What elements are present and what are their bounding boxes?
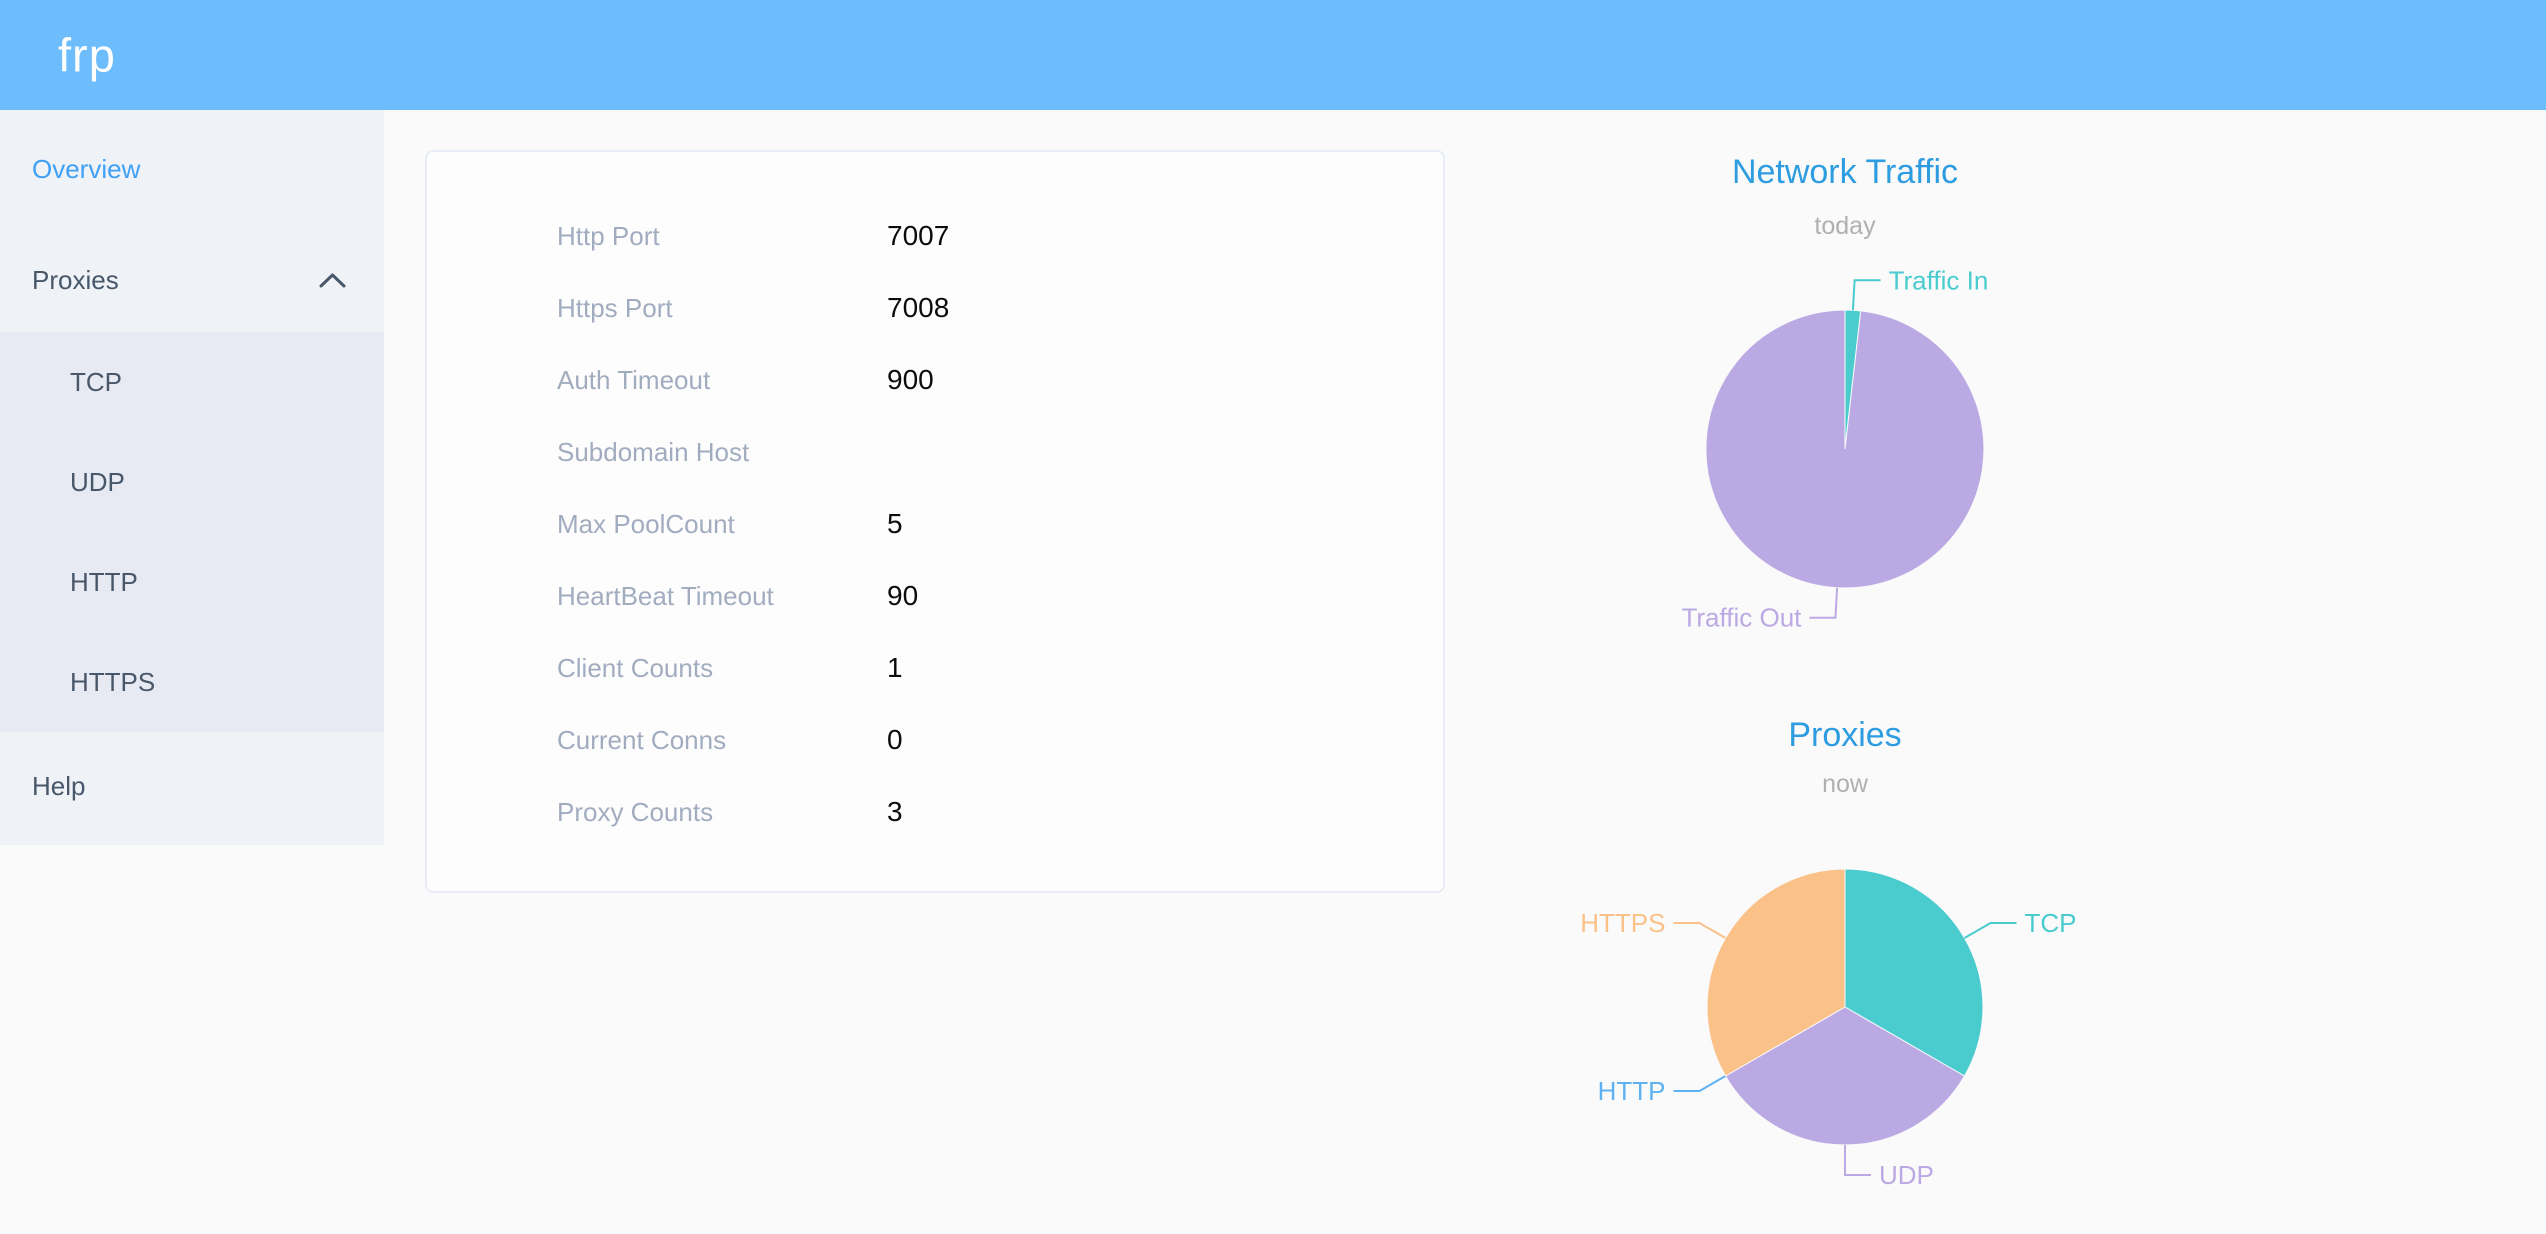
sidebar-item-https[interactable]: HTTPS	[0, 632, 384, 732]
info-row: Http Port 7007	[427, 200, 1443, 272]
chart-subtitle-today: today	[1814, 212, 1876, 240]
sidebar-item-label: HTTPS	[70, 666, 156, 697]
info-row-label: Current Conns	[557, 724, 727, 755]
pie-label-traffic-out: Traffic Out	[1681, 603, 1802, 633]
chart-title-proxies: Proxies	[1788, 716, 1902, 754]
pie-label-line-http	[1673, 1075, 1726, 1092]
sidebar: Overview Proxies TCP UDP HTTP HTTPS Help	[0, 110, 384, 845]
pie-slice-tcp	[1844, 868, 1984, 1077]
sidebar-item-label: UDP	[70, 466, 125, 497]
info-row-value: 0	[887, 724, 903, 755]
chart-title-network-traffic: Network Traffic	[1731, 153, 1959, 191]
frp-logo: frp	[58, 28, 116, 82]
info-row-value: 900	[887, 364, 934, 395]
sidebar-item-overview[interactable]: Overview	[0, 110, 384, 228]
sidebar-item-label: Help	[32, 771, 86, 801]
server-info-panel: Http Port 7007 Https Port 7008 Auth Time…	[425, 150, 1445, 893]
sidebar-item-label: TCP	[70, 366, 122, 397]
info-row-label: Client Counts	[557, 652, 714, 683]
sidebar-item-udp[interactable]: UDP	[0, 432, 384, 532]
app-header: frp	[0, 0, 2546, 110]
chevron-up-icon	[319, 273, 346, 288]
info-row-value: 7007	[887, 220, 950, 251]
pie-slice-udp	[1724, 1006, 1966, 1146]
info-row-label: Https Port	[557, 292, 673, 323]
info-row: Max PoolCount 5	[427, 488, 1443, 560]
info-row-label: Auth Timeout	[557, 364, 711, 395]
sidebar-item-label: Overview	[32, 153, 141, 184]
pie-label-line-tcp	[1964, 922, 2017, 939]
info-row: Client Counts 1	[427, 632, 1443, 704]
pie-label-https: HTTPS	[1580, 908, 1665, 938]
pie-slice-traffic-out	[1705, 309, 1985, 589]
pie-label-http: HTTP	[1598, 1076, 1666, 1106]
sidebar-item-label: Proxies	[32, 264, 119, 295]
info-row-label: Max PoolCount	[557, 508, 735, 539]
info-row: Current Conns 0	[427, 704, 1443, 776]
info-row-value: 5	[887, 508, 903, 539]
chart-subtitle-now: now	[1822, 770, 1868, 798]
info-row: Auth Timeout 900	[427, 344, 1443, 416]
proxies-pie-chart: TCP UDP HTTP HTTPS	[1580, 868, 2077, 1190]
info-row: Proxy Counts 3	[427, 776, 1443, 848]
info-row: HeartBeat Timeout 90	[427, 560, 1443, 632]
pie-label-udp: UDP	[1879, 1160, 1934, 1190]
pie-label-tcp: TCP	[2025, 908, 2077, 938]
pie-label-line-traffic-out	[1809, 587, 1839, 619]
sidebar-item-tcp[interactable]: TCP	[0, 332, 384, 432]
pie-label-traffic-in: Traffic In	[1889, 265, 1989, 295]
info-row-label: Proxy Counts	[557, 796, 714, 827]
info-row-value: 7008	[887, 292, 950, 323]
info-row: Subdomain Host	[427, 416, 1443, 488]
pie-label-line-udp	[1844, 1145, 1871, 1176]
sidebar-item-proxies[interactable]: Proxies	[0, 228, 384, 332]
sidebar-item-help[interactable]: Help	[0, 732, 384, 841]
network-traffic-pie-chart: Traffic In Traffic Out	[1681, 265, 1989, 633]
sidebar-item-label: HTTP	[70, 566, 138, 597]
pie-label-line-https	[1673, 922, 1726, 939]
sidebar-item-http[interactable]: HTTP	[0, 532, 384, 632]
info-row-label: Subdomain Host	[557, 436, 750, 467]
info-row: Https Port 7008	[427, 272, 1443, 344]
info-row-value: 1	[887, 652, 903, 683]
info-row-label: HeartBeat Timeout	[557, 580, 774, 611]
pie-label-line-traffic-in	[1851, 279, 1881, 311]
proxies-submenu: TCP UDP HTTP HTTPS	[0, 332, 384, 732]
info-row-value: 90	[887, 580, 919, 611]
info-row-value: 3	[887, 796, 903, 827]
info-row-label: Http Port	[557, 220, 660, 251]
